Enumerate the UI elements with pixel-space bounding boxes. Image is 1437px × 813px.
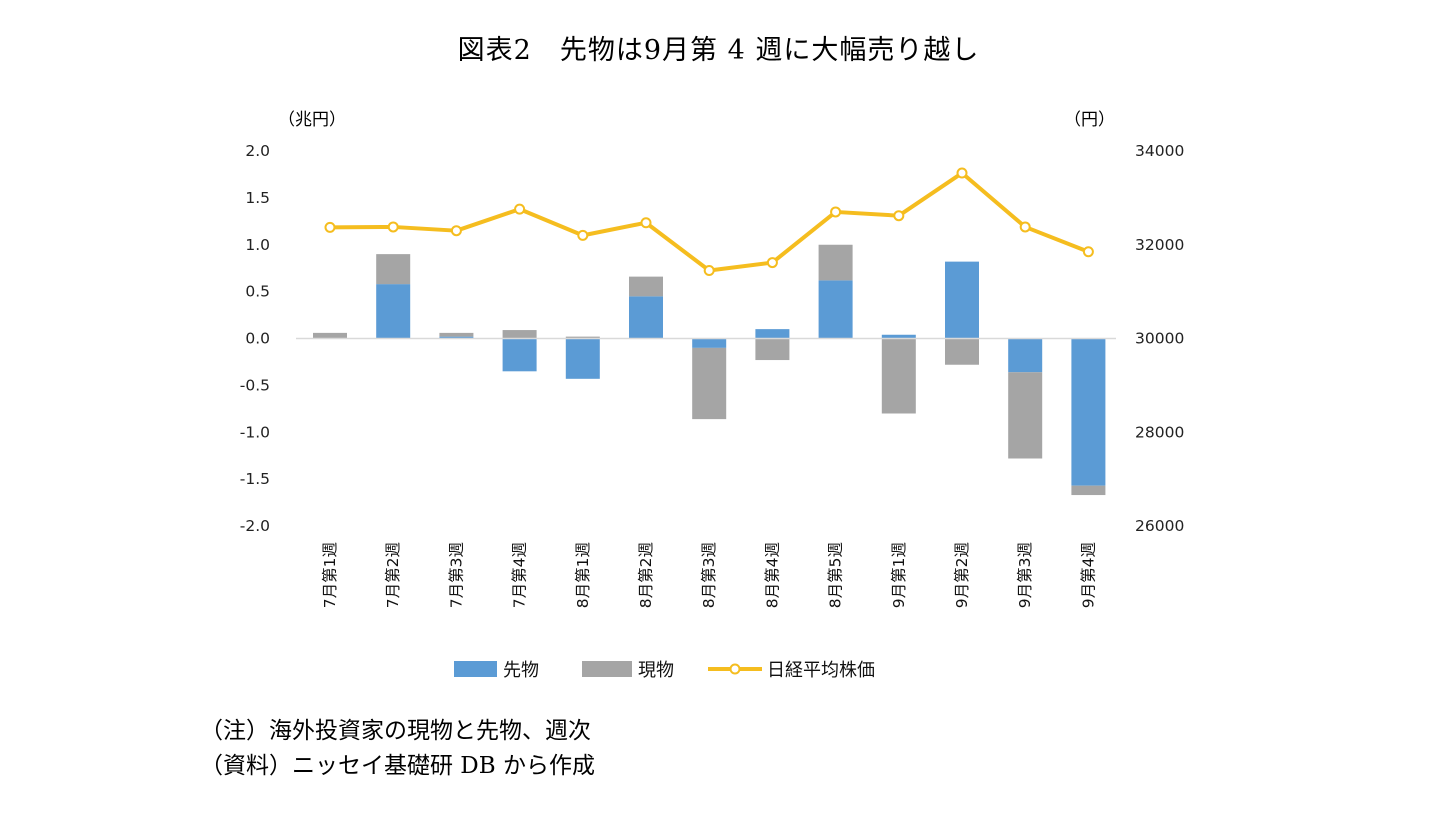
spot-bar: [439, 332, 474, 337]
futures-bar: [692, 338, 727, 348]
right-tick-label: 26000: [1135, 517, 1184, 535]
nikkei-point: [766, 257, 778, 269]
futures-bar: [565, 338, 600, 379]
category-label: 9月第2週: [953, 542, 971, 608]
left-tick-label: 1.0: [245, 236, 270, 254]
left-tick-label: 1.5: [245, 189, 270, 207]
category-label: 7月第2週: [384, 542, 402, 608]
left-tick-label: -1.0: [240, 423, 270, 441]
category-label: 8月第1週: [574, 542, 592, 608]
notes: （注）海外投資家の現物と先物、週次 （資料）ニッセイ基礎研 DB から作成: [200, 714, 595, 784]
category-label: 9月第4週: [1079, 542, 1097, 608]
x-axis-categories: 7月第1週 7月第2週 7月第3週 7月第4週 8月第1週 8月第2週 8月第3週 8月第4週…: [321, 542, 1097, 608]
spot-bar: [502, 330, 537, 339]
futures-bar: [818, 280, 853, 339]
chart-title: 図表2 先物は9月第 4 週に大幅売り越し: [457, 35, 980, 66]
spot-bar: [1008, 372, 1043, 459]
spot-bar: [565, 336, 600, 339]
bars-layer: [313, 244, 1106, 496]
nikkei-point: [1019, 221, 1031, 233]
right-tick-label: 28000: [1135, 423, 1184, 441]
futures-bar: [755, 329, 790, 339]
futures-bar: [502, 338, 537, 372]
right-tick-label: 32000: [1135, 236, 1184, 254]
right-y-axis-ticks: 34000 32000 30000 28000 26000: [1135, 142, 1184, 535]
category-label: 8月第5週: [827, 542, 845, 608]
futures-bar: [376, 284, 411, 339]
legend: 先物 現物 日経平均株価: [454, 660, 875, 681]
nikkei-point: [640, 217, 652, 229]
nikkei-point: [830, 206, 842, 218]
category-label: 9月第3週: [1016, 542, 1034, 608]
right-axis-unit: （円）: [1064, 110, 1115, 130]
left-tick-label: -0.5: [240, 376, 270, 394]
category-label: 8月第3週: [700, 542, 718, 608]
right-tick-label: 30000: [1135, 330, 1184, 348]
source-line: （資料）ニッセイ基礎研 DB から作成: [200, 753, 595, 779]
category-label: 7月第4週: [511, 542, 529, 608]
spot-bar: [881, 338, 916, 414]
nikkei-point: [893, 210, 905, 222]
nikkei-point: [1082, 246, 1094, 258]
nikkei-point: [450, 225, 462, 237]
left-y-axis-ticks: 2.0 1.5 1.0 0.5 0.0 -0.5 -1.0 -1.5 -2.0: [240, 142, 270, 535]
legend-nikkei-label: 日経平均株価: [767, 660, 875, 681]
nikkei-point: [577, 229, 589, 241]
spot-bar: [629, 276, 663, 297]
spot-bar: [818, 244, 853, 281]
spot-bar: [1071, 485, 1106, 496]
nikkei-line-layer: [324, 167, 1094, 277]
nikkei-line: [329, 171, 1090, 273]
spot-bar: [313, 332, 347, 339]
legend-spot-label: 現物: [638, 660, 674, 681]
nikkei-point: [703, 265, 715, 277]
spot-bar: [755, 338, 790, 361]
futures-bar: [945, 261, 979, 339]
nikkei-point: [514, 203, 526, 215]
nikkei-point: [387, 221, 399, 233]
nikkei-point: [324, 221, 336, 233]
nikkei-point: [956, 167, 968, 179]
right-tick-label: 34000: [1135, 142, 1184, 160]
category-label: 8月第4週: [763, 542, 781, 608]
left-tick-label: 0.5: [245, 283, 270, 301]
legend-futures-swatch: [454, 661, 497, 677]
category-label: 7月第3週: [447, 542, 465, 608]
futures-bar: [629, 296, 663, 339]
category-label: 9月第1週: [890, 542, 908, 608]
futures-bar: [1008, 338, 1043, 373]
legend-futures-label: 先物: [503, 660, 539, 681]
legend-spot-swatch: [582, 661, 632, 677]
left-tick-label: 2.0: [245, 142, 270, 160]
futures-bar: [439, 336, 474, 339]
spot-bar: [945, 338, 979, 365]
note-line: （注）海外投資家の現物と先物、週次: [200, 718, 591, 744]
category-label: 8月第2週: [637, 542, 655, 608]
left-tick-label: 0.0: [245, 330, 270, 348]
futures-bar: [881, 334, 916, 339]
legend-nikkei-marker: [729, 663, 741, 675]
left-tick-label: -1.5: [240, 470, 270, 488]
spot-bar: [692, 347, 727, 420]
spot-bar: [376, 254, 411, 285]
left-tick-label: -2.0: [240, 517, 270, 535]
category-label: 7月第1週: [321, 542, 339, 608]
futures-bar: [1071, 338, 1106, 486]
left-axis-unit: （兆円）: [278, 110, 346, 130]
